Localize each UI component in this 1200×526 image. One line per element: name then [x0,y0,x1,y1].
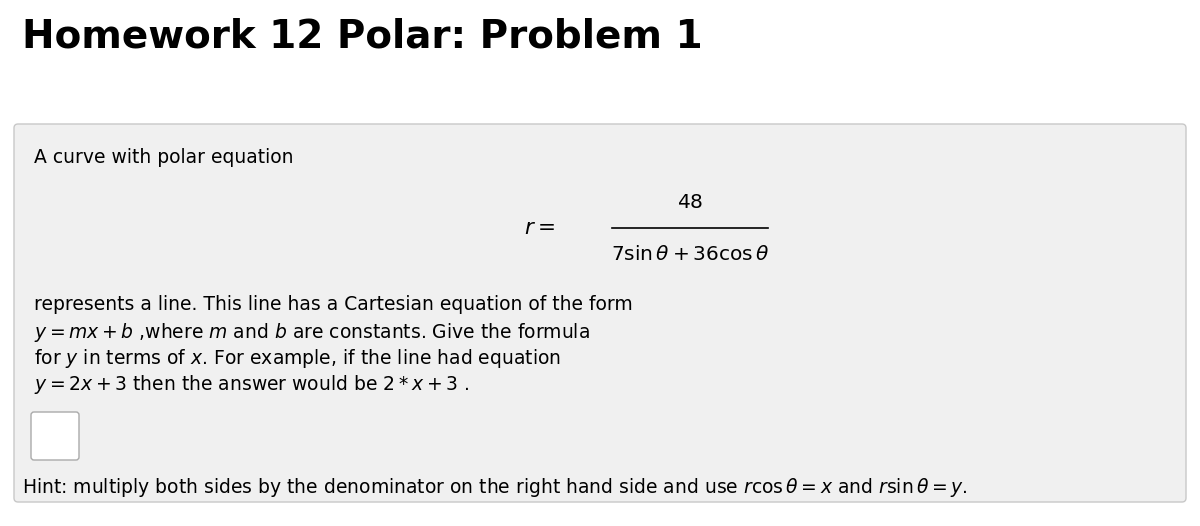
Text: A curve with polar equation: A curve with polar equation [34,148,294,167]
Text: $y = mx + b$ ,where $m$ and $b$ are constants. Give the formula: $y = mx + b$ ,where $m$ and $b$ are cons… [34,321,590,344]
FancyBboxPatch shape [14,124,1186,502]
Text: $48$: $48$ [677,193,703,211]
Text: $7\sin\theta + 36\cos\theta$: $7\sin\theta + 36\cos\theta$ [611,245,769,264]
FancyBboxPatch shape [31,412,79,460]
Text: $r =$: $r =$ [524,218,554,238]
Text: for $y$ in terms of $x$. For example, if the line had equation: for $y$ in terms of $x$. For example, if… [34,347,560,370]
Text: $y = 2x + 3$ then the answer would be $2 * x + 3$ .: $y = 2x + 3$ then the answer would be $2… [34,373,469,396]
Text: represents a line. This line has a Cartesian equation of the form: represents a line. This line has a Carte… [34,295,632,314]
Text: Hint: multiply both sides by the denominator on the right hand side and use $r\c: Hint: multiply both sides by the denomin… [22,476,967,499]
Text: Homework 12 Polar: Problem 1: Homework 12 Polar: Problem 1 [22,18,703,56]
